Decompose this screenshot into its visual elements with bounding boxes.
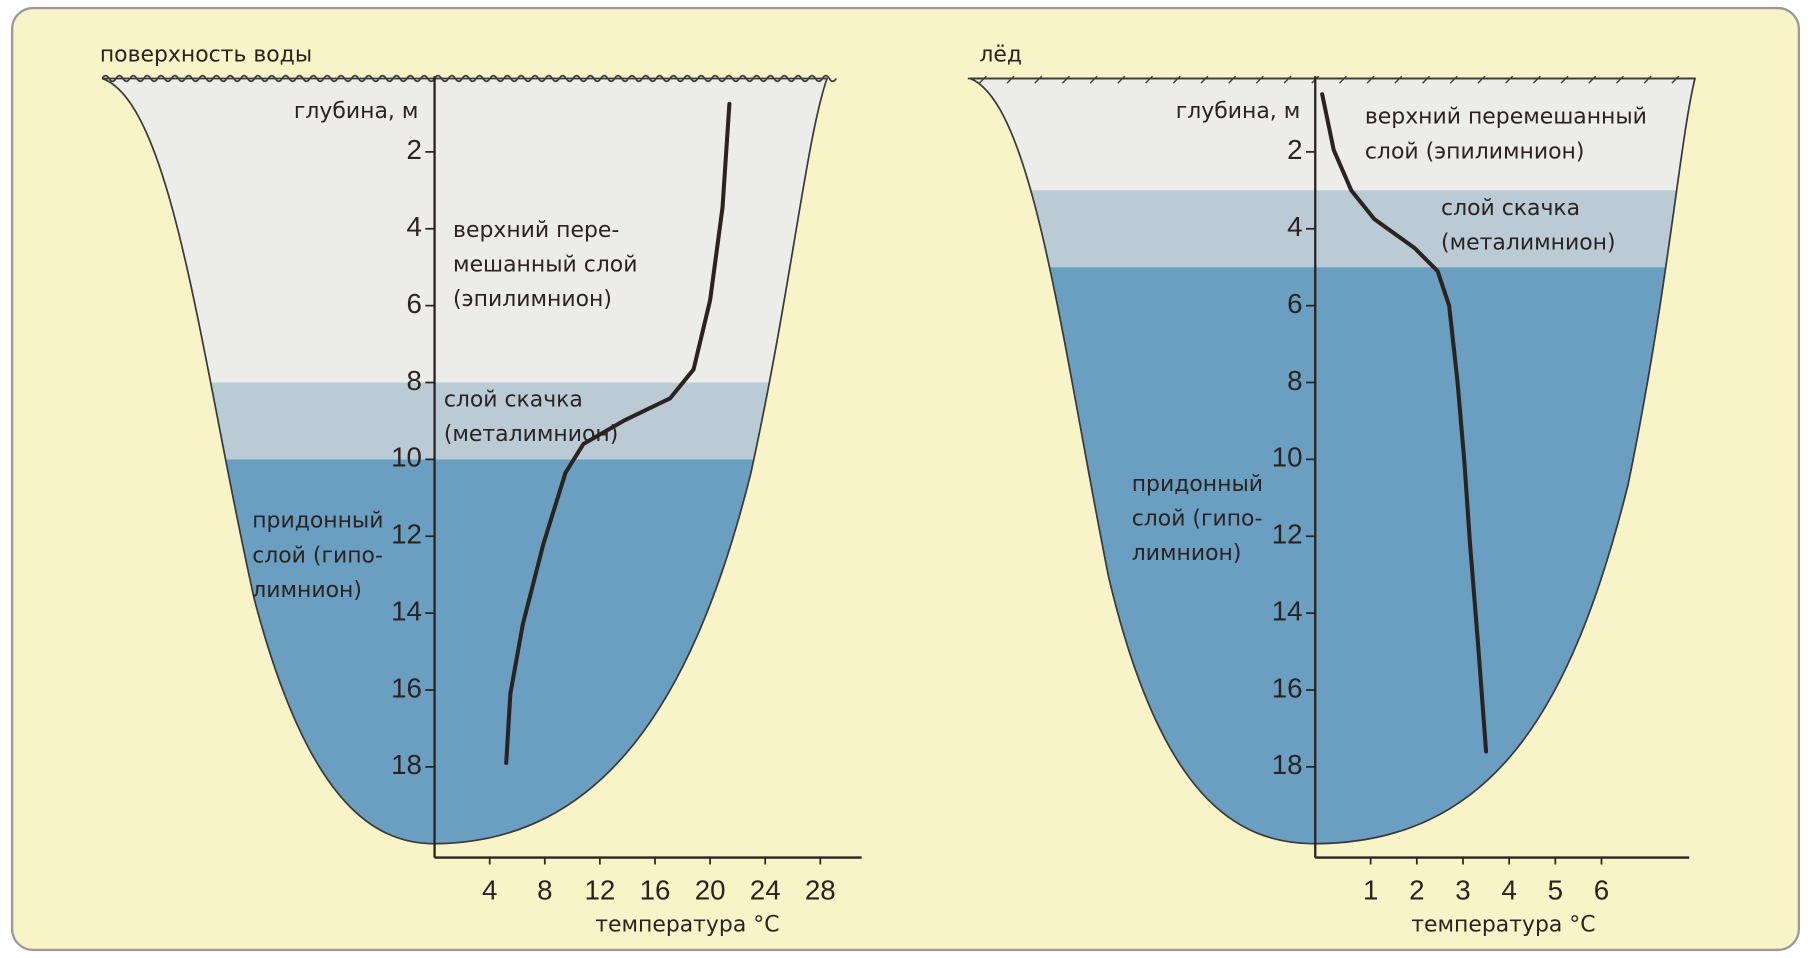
x-tick-label: 6	[1594, 875, 1609, 906]
y-tick-label: 10	[391, 442, 422, 473]
layer-label: верхний пере-	[453, 218, 619, 243]
y-tick-label: 14	[391, 595, 422, 626]
layer-label: придонный	[252, 509, 383, 534]
y-tick-label: 4	[1287, 211, 1302, 242]
y-tick-label: 6	[1287, 288, 1302, 319]
surface-label: поверхность воды	[100, 42, 312, 67]
x-tick-label: 4	[482, 875, 497, 906]
layer-label: (металимнион)	[1441, 231, 1615, 256]
y-tick-label: 10	[1272, 442, 1303, 473]
y-tick-label: 14	[1272, 595, 1303, 626]
layer-label: слой (эпилимнион)	[1365, 139, 1585, 164]
y-tick-label: 2	[406, 134, 421, 165]
diagram: поверхность воды глубина, м температура °C…	[0, 0, 1811, 958]
y-tick-label: 4	[406, 211, 421, 242]
y-tick-label: 18	[1272, 749, 1303, 780]
layer-label: (металимнион)	[444, 422, 618, 447]
x-tick-label: 2	[1409, 875, 1424, 906]
x-tick-label: 1	[1363, 875, 1378, 906]
x-tick-label: 4	[1501, 875, 1516, 906]
layer-label: лимнион)	[1132, 541, 1242, 566]
x-tick-label: 20	[695, 875, 726, 906]
x-axis-label: температура °C	[595, 913, 779, 938]
x-tick-label: 5	[1548, 875, 1563, 906]
x-tick-label: 16	[640, 875, 671, 906]
y-axis-label: глубина, м	[294, 99, 419, 124]
surface-label: лёд	[979, 42, 1022, 67]
x-tick-label: 3	[1455, 875, 1470, 906]
layer-band	[956, 190, 1706, 267]
x-tick-label: 8	[537, 875, 552, 906]
layer-label: лимнион)	[252, 578, 362, 603]
y-axis-label: глубина, м	[1176, 99, 1301, 124]
page: поверхность воды глубина, м температура °C…	[0, 0, 1811, 958]
y-tick-label: 16	[1272, 672, 1303, 703]
layer-label: верхний перемешанный	[1365, 105, 1647, 130]
y-tick-label: 12	[391, 519, 422, 550]
layer-label: (эпилимнион)	[453, 287, 612, 312]
x-axis-label: температура °C	[1411, 913, 1595, 938]
y-tick-label: 8	[406, 365, 421, 396]
layer-label: слой скачка	[1441, 196, 1580, 221]
y-tick-label: 6	[406, 288, 421, 319]
y-tick-label: 12	[1272, 519, 1303, 550]
y-tick-label: 2	[1287, 134, 1302, 165]
layer-label: слой скачка	[444, 388, 583, 413]
layer-label: слой (гипо-	[1132, 506, 1263, 531]
y-tick-label: 16	[391, 672, 422, 703]
layer-label: мешанный слой	[453, 252, 637, 277]
x-tick-label: 24	[750, 875, 781, 906]
layer-label: слой (гипо-	[252, 543, 383, 568]
x-tick-label: 28	[805, 875, 836, 906]
y-tick-label: 18	[391, 749, 422, 780]
x-tick-label: 12	[584, 875, 615, 906]
y-tick-label: 8	[1287, 365, 1302, 396]
layer-label: придонный	[1132, 472, 1263, 497]
